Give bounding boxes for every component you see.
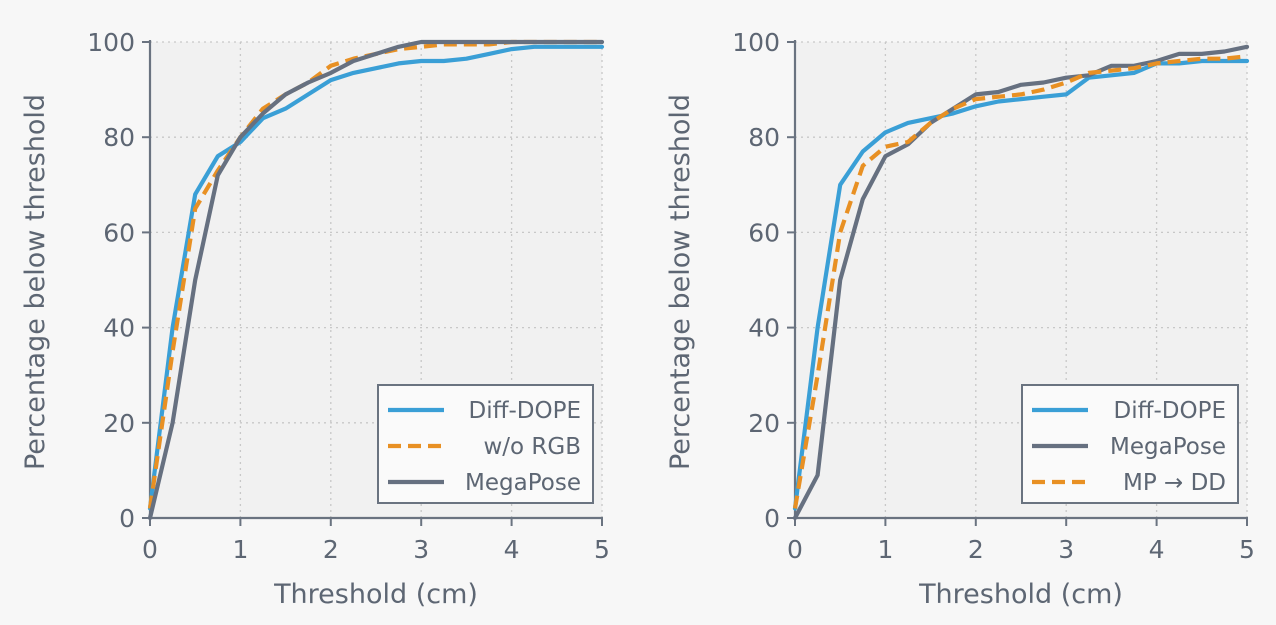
y-axis-title: Percentage below threshold [20, 94, 51, 470]
y-tick-label: 60 [103, 218, 135, 247]
x-tick-label: 5 [1239, 535, 1255, 564]
x-tick-label: 3 [413, 535, 429, 564]
legend-label-diff-dope: Diff-DOPE [1114, 398, 1226, 424]
legend-label-mp-to-dd: MP → DD [1123, 470, 1226, 496]
x-tick-label: 2 [323, 535, 339, 564]
y-tick-label: 60 [748, 218, 780, 247]
chart-panel-left: 0 1 2 3 4 5 0 20 40 60 80 100 Threshold (cm) Percenta… [20, 28, 610, 610]
legend: Diff-DOPE MegaPose MP → DD [1021, 384, 1239, 504]
y-tick-label: 20 [103, 409, 135, 438]
legend-label-megapose: MegaPose [465, 470, 581, 496]
series-line-mp-to-dd [792, 54, 1248, 509]
legend-label-diff-dope: Diff-DOPE [469, 398, 581, 424]
x-tick-label: 3 [1058, 535, 1074, 564]
x-tick-label: 1 [877, 535, 893, 564]
y-tick-label: 80 [103, 123, 135, 152]
x-axis-title: Threshold (cm) [918, 579, 1123, 610]
series-line-megapose [792, 44, 1250, 521]
y-tick-label: 80 [748, 123, 780, 152]
y-tick-label: 20 [748, 409, 780, 438]
legend-label-w-o-rgb: w/o RGB [483, 434, 581, 460]
legend: Diff-DOPE w/o RGB MegaPose [377, 384, 594, 504]
y-tick-label: 40 [748, 314, 780, 343]
x-tick-label: 5 [594, 535, 610, 564]
y-tick-label: 40 [103, 314, 135, 343]
y-tick-label: 100 [87, 28, 135, 57]
y-axis-title: Percentage below threshold [665, 94, 696, 470]
x-tick-label: 0 [787, 535, 803, 564]
x-tick-label: 4 [1149, 535, 1165, 564]
y-tick-label: 0 [119, 504, 135, 533]
x-tick-label: 0 [142, 535, 158, 564]
y-tick-label: 100 [732, 28, 780, 57]
y-tick-label: 0 [764, 504, 780, 533]
x-tick-label: 4 [504, 535, 520, 564]
x-tick-label: 2 [968, 535, 984, 564]
legend-label-megapose: MegaPose [1110, 434, 1226, 460]
series-line-diff-dope [147, 44, 605, 511]
x-tick-label: 1 [232, 535, 248, 564]
chart-panel-right: 0 1 2 3 4 5 0 20 40 60 80 100 Threshold (cm) Percenta… [665, 28, 1255, 610]
series-line-megapose [147, 39, 605, 521]
x-axis-title: Threshold (cm) [273, 579, 478, 610]
